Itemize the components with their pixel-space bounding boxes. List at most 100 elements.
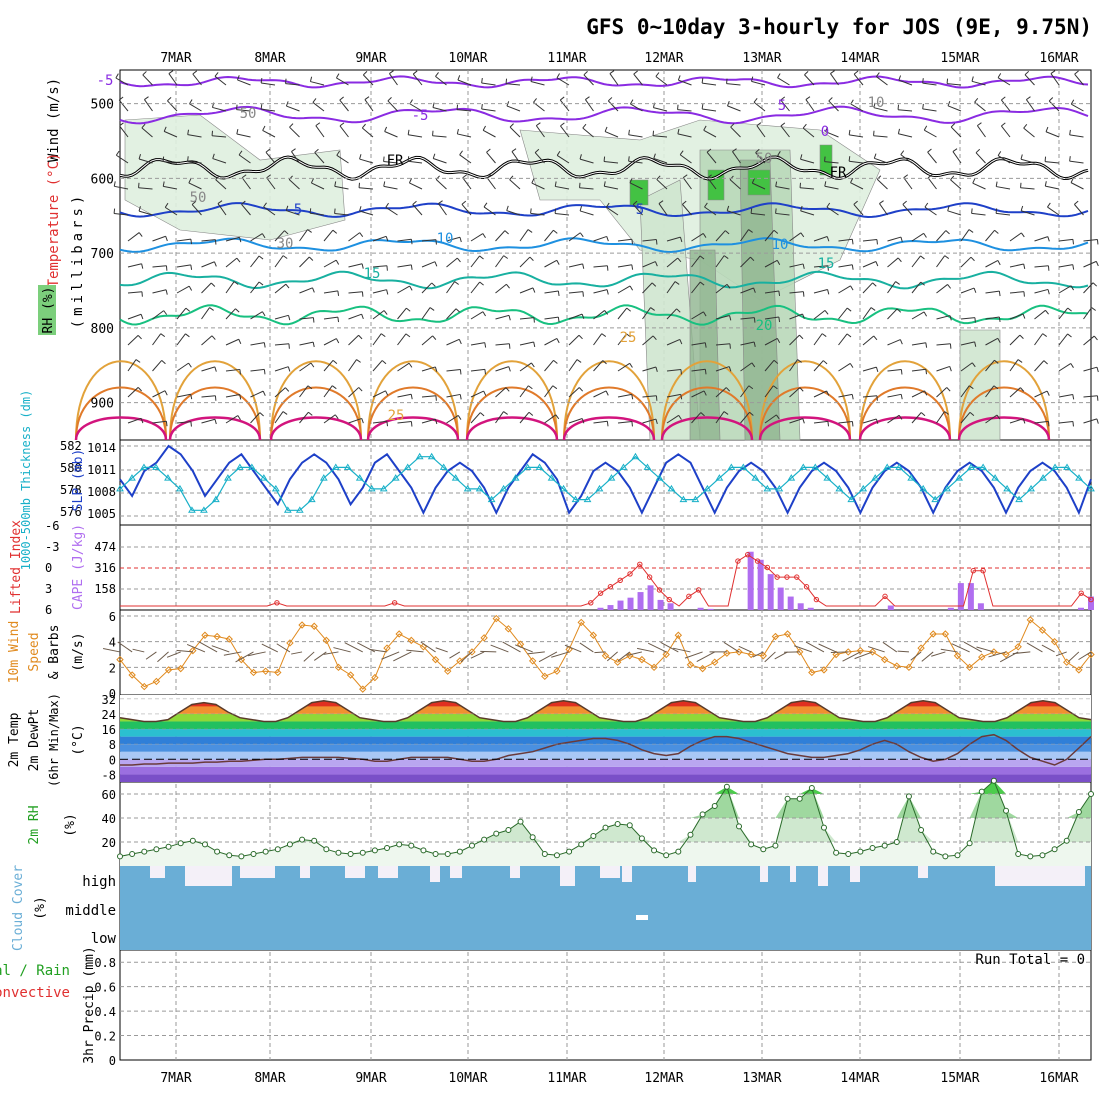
wind-barb-flag — [185, 333, 190, 338]
wind-barb — [824, 185, 839, 190]
date-label-top: 8MAR — [254, 51, 285, 66]
wind10-point — [650, 663, 658, 672]
wind-barb — [495, 230, 506, 242]
wind-barb — [192, 73, 202, 86]
wind-barb-flag — [655, 72, 660, 77]
wind-barb — [707, 177, 717, 190]
wind-barb-flag — [187, 156, 189, 162]
wind-barb-flag — [628, 156, 630, 162]
wind-barb — [593, 310, 605, 320]
rh-area — [959, 329, 1001, 441]
wind-barb — [348, 291, 363, 294]
wind-barb-flag — [211, 335, 216, 340]
rh-tick: 60 — [102, 788, 116, 802]
wind-barb — [838, 420, 853, 424]
wind-barb — [127, 313, 142, 320]
cape-bar — [777, 587, 784, 610]
contour-35 — [957, 416, 1051, 441]
wind-barb — [789, 334, 800, 346]
wind-barb-flag — [751, 178, 755, 184]
wind-barb-flag — [434, 261, 438, 267]
wind-barb — [985, 229, 995, 242]
wind-barb-flag — [583, 71, 588, 76]
wind-barb — [850, 103, 864, 112]
wind-barb — [274, 411, 284, 424]
wind-barb-flag — [383, 156, 385, 162]
wind10-point — [965, 663, 974, 672]
wind-barb-flag — [160, 333, 166, 338]
wind-barb-flag — [1022, 313, 1026, 319]
wind-barb-flag — [479, 255, 484, 260]
wind-barb-flag — [725, 387, 731, 392]
wind-barb-flag — [554, 208, 557, 214]
wind-barb — [702, 82, 717, 86]
cape-bar — [977, 603, 984, 610]
wind-barb-flag — [554, 181, 557, 187]
wind-barb — [924, 206, 937, 216]
temp-band — [120, 759, 1091, 767]
contour-30 — [759, 386, 851, 441]
cloud-gap — [790, 866, 796, 882]
cape-bar — [617, 600, 624, 610]
thickness-point — [295, 506, 304, 513]
wind-barb-flag — [756, 122, 762, 127]
wind-barb-flag — [824, 156, 826, 162]
thickness-point — [895, 463, 904, 470]
wind-barb-flag — [284, 230, 289, 235]
rh-point — [141, 848, 148, 855]
wind-barb-flag — [900, 150, 905, 155]
rh-point — [736, 823, 743, 830]
wind-barb-flag — [947, 284, 952, 289]
wind-barb-flag — [1096, 367, 1099, 373]
wind-barb — [217, 203, 227, 216]
wind-barb — [323, 229, 334, 242]
wind10-barb — [940, 648, 958, 653]
wind-barb — [628, 134, 643, 138]
wind-barb — [421, 261, 436, 268]
wind-barb-flag — [851, 264, 854, 270]
wind10-barb — [381, 651, 400, 660]
wind-barb-flag — [582, 123, 587, 129]
cloud-gap — [300, 866, 310, 878]
rh-point — [990, 777, 997, 784]
wind-barb — [359, 158, 374, 164]
wind-barb — [887, 308, 898, 320]
rh-point — [347, 851, 354, 857]
wind-barb-flag — [805, 96, 811, 100]
rh-point — [1027, 853, 1034, 860]
rh-point — [1039, 852, 1046, 859]
rh-point — [1003, 807, 1010, 814]
wind-barb-flag — [384, 126, 388, 132]
contour-30 — [958, 386, 1050, 441]
wind-barb — [715, 343, 730, 346]
cape-bar — [647, 585, 654, 610]
rh-point — [165, 843, 172, 850]
wind-barb-flag — [358, 387, 363, 392]
wind-barb-flag — [331, 385, 337, 390]
rh-point — [444, 851, 451, 857]
wind-barb — [960, 385, 970, 398]
wind-barb-flag — [289, 123, 294, 128]
wind-barb-flag — [361, 314, 364, 320]
wind-barb-flag — [359, 154, 362, 160]
wind-barb — [176, 333, 186, 346]
wind-barb — [323, 360, 334, 372]
wind-barb — [168, 73, 178, 86]
wind-barb-flag — [1046, 390, 1050, 396]
wind-barb — [911, 342, 926, 346]
wind10-point — [638, 655, 646, 664]
wind-barb — [936, 315, 951, 320]
wind-barb — [726, 83, 741, 86]
wind10-barb — [764, 651, 776, 663]
wind-barb-flag — [628, 129, 630, 135]
thickness-point — [871, 474, 880, 481]
wind-barb — [764, 229, 775, 242]
wind-barb-flag — [1023, 123, 1028, 129]
wind-barb — [291, 151, 300, 164]
wind-barb-flag — [137, 335, 142, 340]
wind-barb-flag — [827, 421, 829, 427]
temp-tick: 24 — [102, 708, 116, 722]
wind-barb-flag — [952, 148, 958, 152]
wind-barb — [1034, 390, 1048, 398]
